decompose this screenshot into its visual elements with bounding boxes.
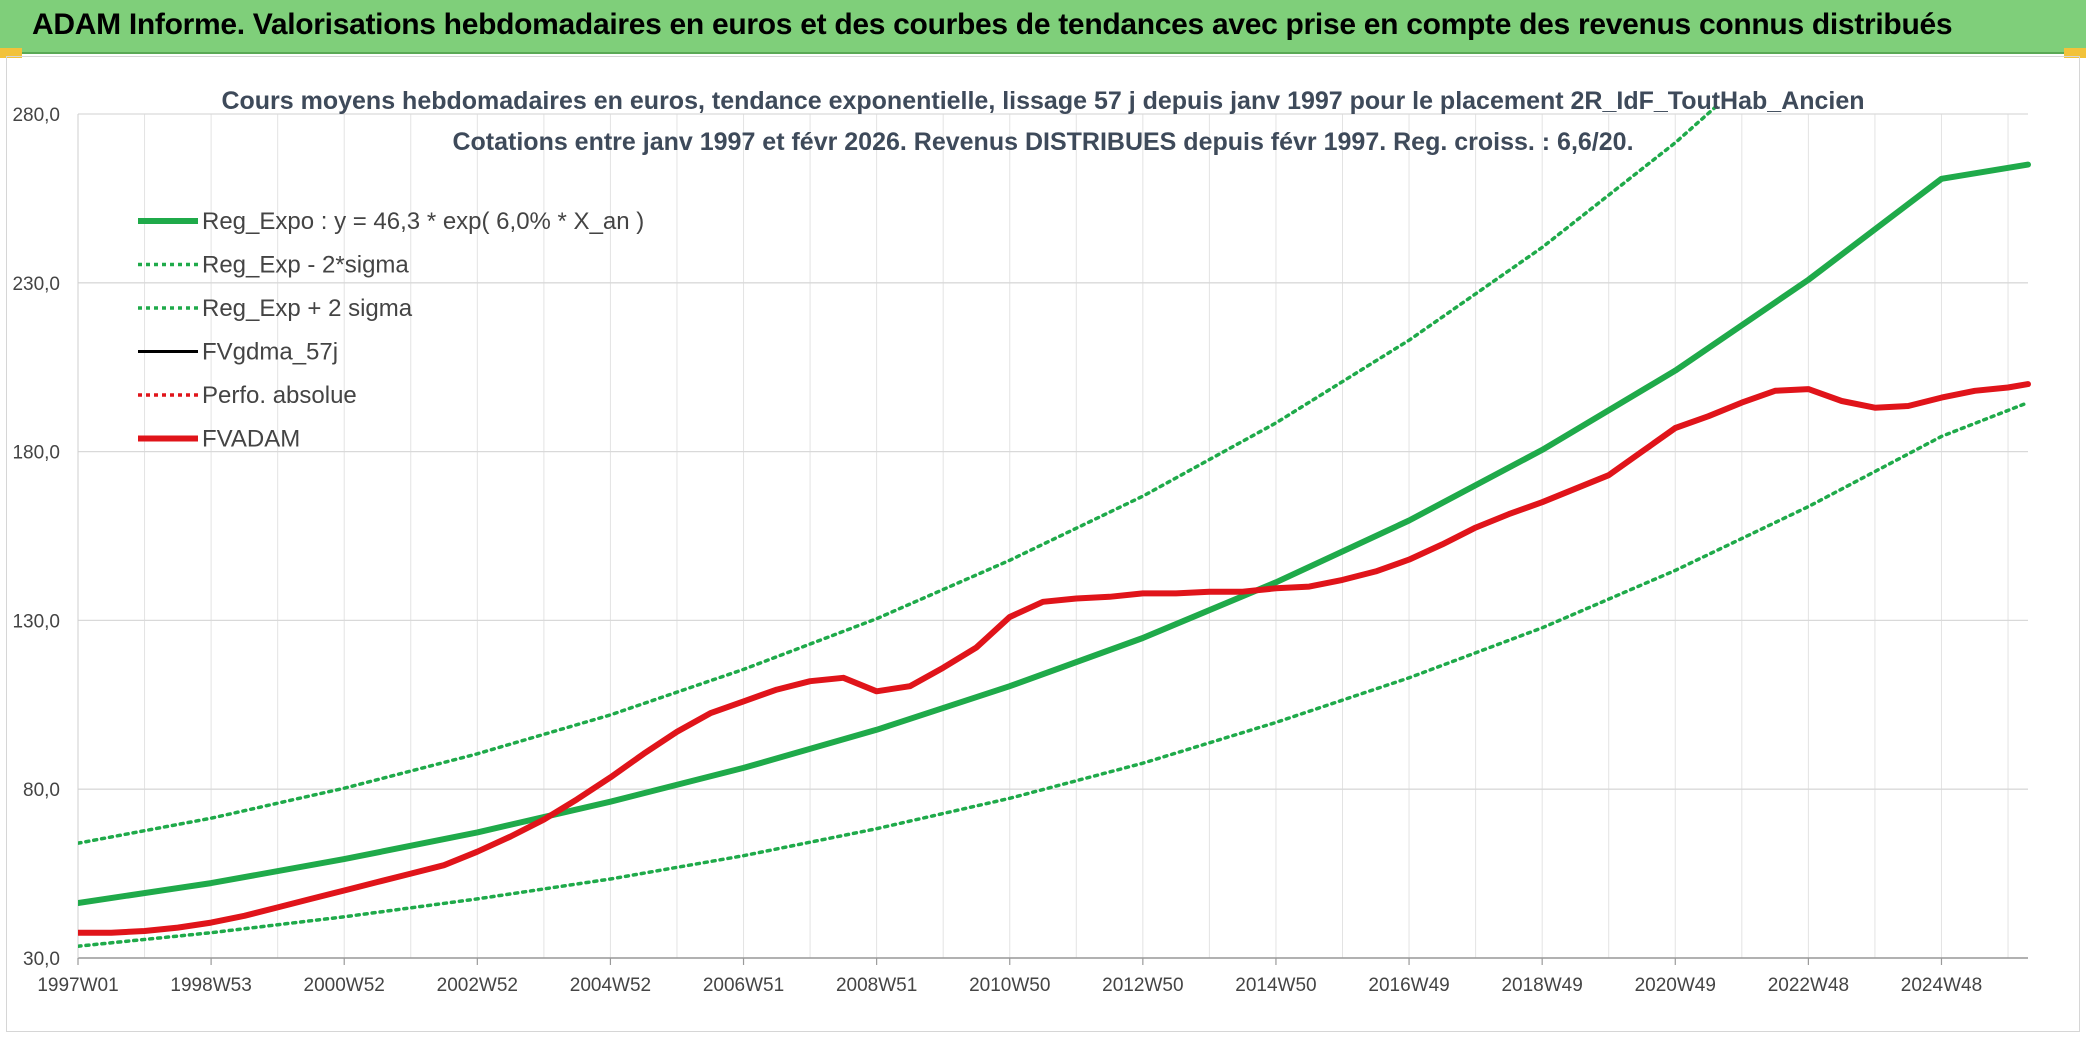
grid-lines (77, 113, 2028, 959)
x-tick-label: 2008W51 (836, 975, 917, 996)
legend-label: Reg_Exp - 2*sigma (202, 252, 409, 279)
chart-subtitle: Cotations entre janv 1997 et févr 2026. … (452, 128, 1633, 156)
chart-title: Cours moyens hebdomadaires en euros, ten… (221, 87, 1864, 115)
corner-marker-right (2064, 48, 2086, 58)
x-tick-label: 2022W48 (1768, 975, 1849, 996)
y-tick-label: 30,0 (23, 949, 60, 970)
series-line-fvadam (78, 381, 2031, 936)
x-tick-label: 2012W50 (1102, 975, 1183, 996)
series-group (78, 106, 2031, 948)
y-tick-label: 180,0 (12, 443, 60, 464)
y-tick-label: 230,0 (12, 274, 60, 295)
y-tick-label: 80,0 (23, 780, 60, 801)
legend-label: Reg_Expo : y = 46,3 * exp( 6,0% * X_an ) (202, 208, 644, 235)
x-tick-label: 2020W49 (1635, 975, 1716, 996)
x-tick-label: 2006W51 (703, 975, 784, 996)
x-tick-label: 2016W49 (1368, 975, 1449, 996)
x-tick-label: 2002W52 (437, 975, 518, 996)
x-tick-label: 2014W50 (1235, 975, 1316, 996)
legend-label: Reg_Exp + 2 sigma (202, 295, 413, 322)
x-tick-label: 2024W48 (1901, 975, 1982, 996)
series-line-reg-exp-2-sigma (78, 400, 2030, 948)
banner-title: ADAM Informe. Valorisations hebdomadaire… (32, 8, 1953, 41)
y-tick-label: 280,0 (12, 105, 60, 126)
legend-label: FVgdma_57j (202, 339, 338, 366)
x-tick-label: 2010W50 (969, 975, 1050, 996)
x-tick-label: 2000W52 (304, 975, 385, 996)
x-tick-label: 2018W49 (1501, 975, 1582, 996)
series-line-reg-exp-2-sigma (78, 106, 1720, 845)
chart-frame (6, 56, 2080, 1032)
x-tick-label: 1998W53 (170, 975, 251, 996)
y-tick-label: 130,0 (12, 611, 60, 632)
x-tick-label: 1997W01 (37, 975, 118, 996)
series-line-reg-expo-y-46-3-exp-6-0-x-an (78, 161, 2031, 906)
legend-label: FVADAM (202, 426, 300, 453)
axes: 30,0 80,0 130,0 180,0 230,0 280,0 1997W01 1998W… (12, 105, 2028, 996)
corner-marker-left (0, 48, 22, 58)
title-banner: ADAM Informe. Valorisations hebdomadaire… (0, 0, 2086, 54)
x-tick-label: 2004W52 (570, 975, 651, 996)
legend: Reg_Expo : y = 46,3 * exp( 6,0% * X_an )… (138, 208, 644, 453)
legend-label: Perfo. absolue (202, 382, 357, 409)
